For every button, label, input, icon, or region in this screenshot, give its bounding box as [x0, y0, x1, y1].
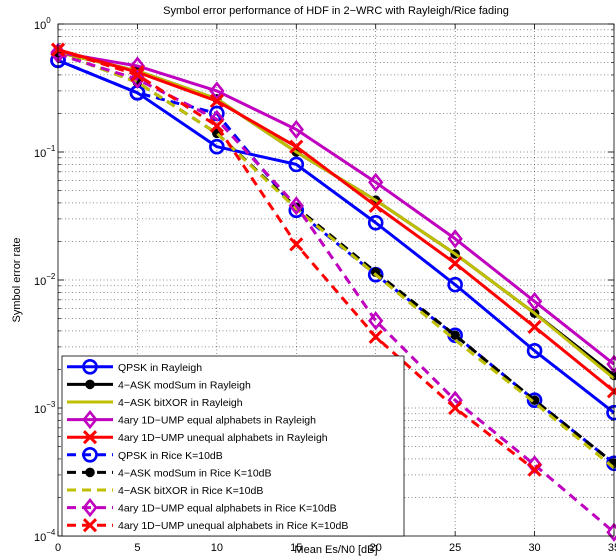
data-point-x [289, 237, 304, 252]
legend-label: QPSK in Rayleigh [118, 362, 202, 374]
series [50, 42, 616, 399]
y-tick-label: 10−1 [34, 144, 56, 160]
y-tick-label: 10−2 [34, 272, 56, 288]
legend-label: QPSK in Rice K=10dB [118, 450, 223, 462]
data-point-x [82, 430, 98, 445]
data-point-x [448, 256, 463, 271]
series-line [57, 50, 615, 465]
data-point-dot [450, 330, 460, 341]
legend-label: 4ary 1D−UMP unequal alphabets in Rice K=… [118, 520, 348, 532]
x-tick-label: 35 [608, 542, 616, 554]
data-point-circle [209, 138, 225, 155]
legend-entry: 4−ASK bitXOR in Rice K=10dB [67, 485, 263, 497]
series-layer [50, 42, 616, 542]
legend-label: 4ary 1D−UMP equal alphabets in Rayleigh [118, 415, 316, 427]
data-point-circle [367, 214, 384, 231]
data-point-circle [82, 358, 98, 375]
x-tick-label: 15 [290, 542, 302, 554]
series-line [57, 50, 615, 366]
legend-entry: 4ary 1D−UMP equal alphabets in Rayleigh [67, 410, 316, 430]
legend-label: 4ary 1D−UMP equal alphabets in Rice K=10… [118, 503, 337, 515]
data-point-diamond [288, 119, 304, 140]
data-point-x [209, 94, 224, 109]
y-tick-label: 100 [34, 16, 51, 32]
legend-label: 4ary 1D−UMP unequal alphabets in Rayleig… [118, 432, 328, 444]
data-point-diamond [288, 196, 304, 216]
data-point-circle [526, 392, 543, 409]
data-point-dot [85, 379, 95, 390]
data-point-diamond [82, 498, 98, 518]
data-point-x [527, 319, 542, 334]
data-point-x [130, 67, 145, 82]
data-point-diamond [368, 172, 384, 192]
legend-label: 4−ASK bitXOR in Rayleigh [118, 397, 243, 409]
legend: QPSK in Rayleigh 4−ASK modSum in Rayleigh… [61, 355, 405, 537]
data-point-circle [82, 446, 98, 463]
x-tick-label: 30 [528, 542, 540, 554]
data-point-diamond [606, 522, 616, 542]
y-tick-label: 10−4 [34, 528, 56, 544]
data-point-x [82, 518, 98, 533]
data-point-circle [526, 342, 543, 359]
data-point-dot [85, 467, 95, 478]
data-point-diamond [129, 69, 146, 89]
series-line [57, 52, 615, 534]
legend-entry: 4−ASK modSum in Rice K=10dB [67, 467, 272, 479]
data-point-x [209, 118, 224, 133]
data-point-diamond [447, 229, 463, 249]
data-point-diamond [209, 81, 225, 101]
series [50, 52, 616, 421]
data-point-diamond [82, 410, 98, 430]
series-line [57, 48, 615, 393]
data-point-x [527, 462, 542, 477]
legend-label: 4−ASK bitXOR in Rice K=10dB [118, 485, 263, 497]
data-point-diamond [526, 455, 543, 475]
legend-entry: 4ary 1D−UMP unequal alphabets in Rice K=… [67, 518, 348, 533]
data-point-x [448, 400, 463, 416]
x-tick-label: 10 [211, 542, 223, 554]
legend-label: 4−ASK modSum in Rice K=10dB [118, 467, 272, 479]
legend-label: 4−ASK modSum in Rayleigh [118, 379, 251, 391]
legend-entry: 4−ASK bitXOR in Rayleigh [67, 397, 243, 409]
data-point-diamond [526, 291, 543, 312]
series [50, 42, 616, 374]
legend-entry: 4ary 1D−UMP equal alphabets in Rice K=10… [67, 498, 337, 518]
x-tick-label: 0 [55, 542, 61, 554]
legend-entry: 4−ASK modSum in Rayleigh [67, 379, 251, 391]
x-axis-label: Mean Es/N0 [dB] [294, 544, 377, 556]
data-point-diamond [368, 311, 384, 331]
legend-entry: QPSK in Rice K=10dB [67, 446, 223, 463]
chart-title: Symbol error performance of HDF in 2−WRC… [163, 5, 509, 17]
y-axis-label: Symbol error rate [11, 238, 23, 323]
y-tick-label: 10−3 [34, 400, 56, 416]
data-point-circle [447, 276, 463, 293]
series-line [57, 58, 615, 414]
x-tick-label: 25 [449, 542, 461, 554]
data-point-x [289, 139, 304, 154]
legend-box [61, 355, 405, 537]
data-point-x [368, 198, 383, 213]
legend-entry: 4ary 1D−UMP unequal alphabets in Rayleig… [67, 430, 328, 445]
data-point-x [368, 329, 383, 344]
x-tick-label: 5 [134, 542, 140, 554]
x-tick-label: 20 [370, 542, 382, 554]
legend-entry: QPSK in Rayleigh [67, 358, 202, 375]
data-point-circle [288, 156, 305, 173]
